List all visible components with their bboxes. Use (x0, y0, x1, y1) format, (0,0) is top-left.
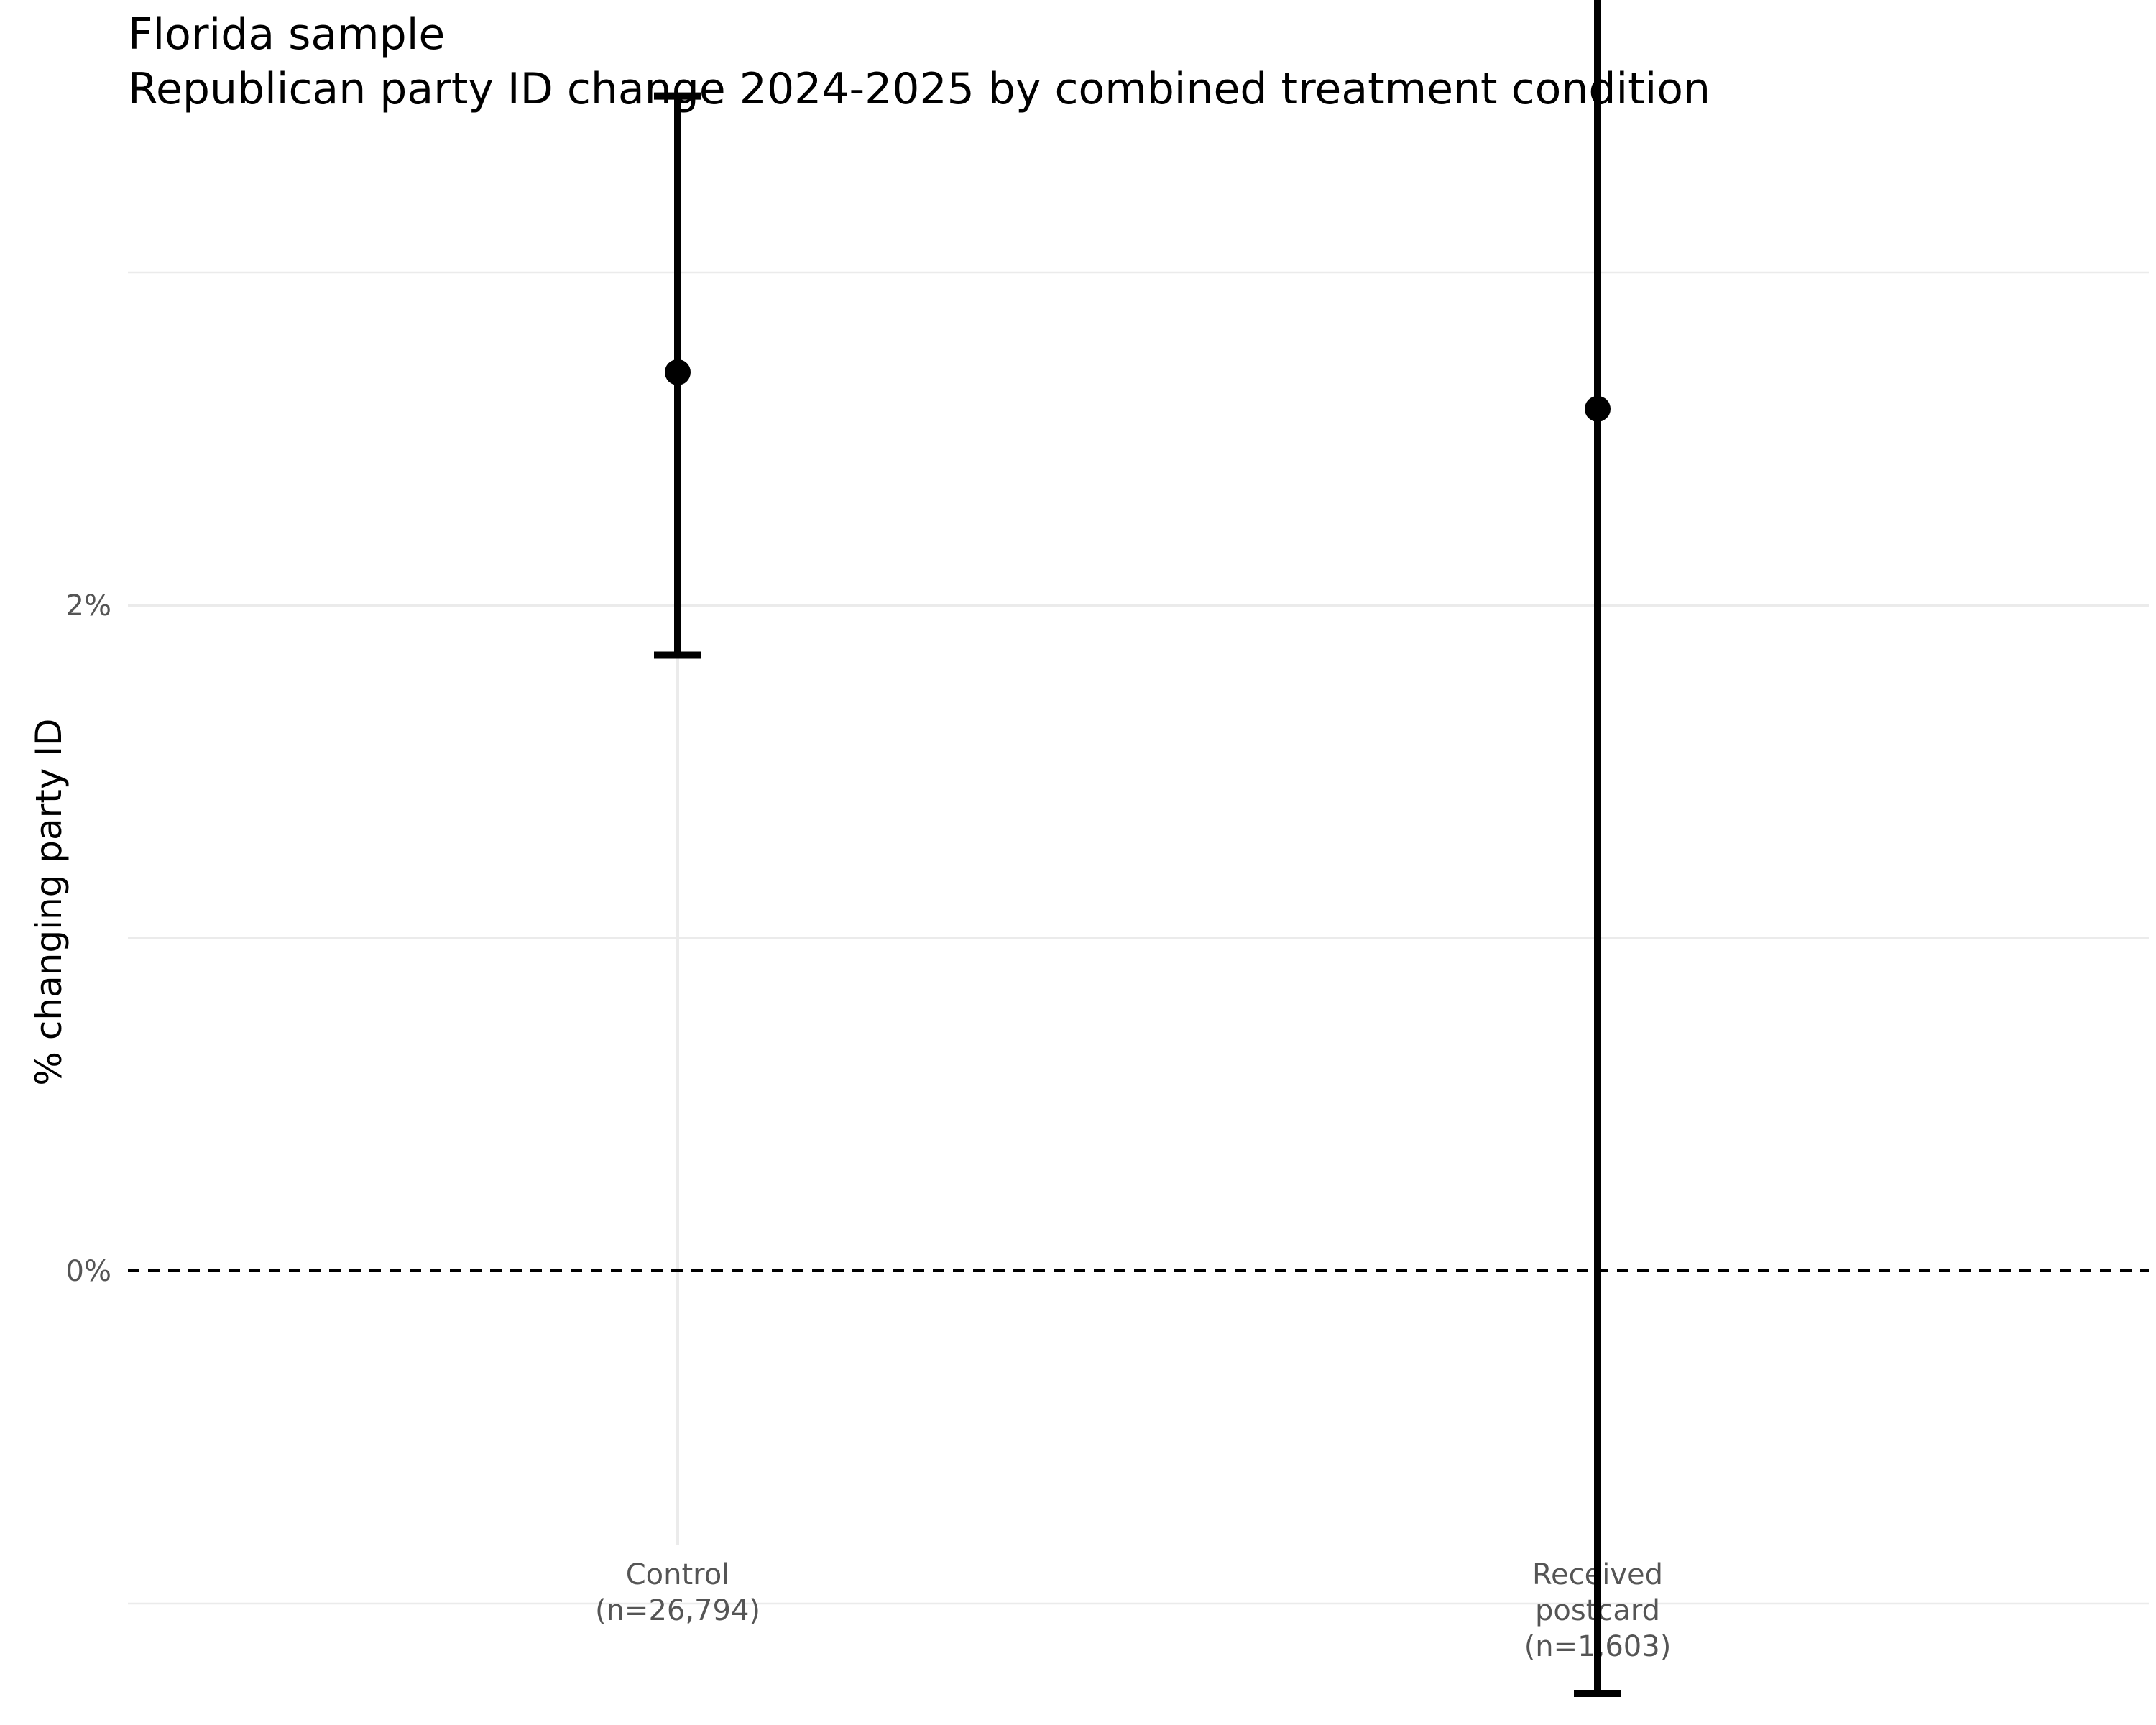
point-estimate (665, 359, 691, 385)
x-tick-label: Control (626, 1558, 730, 1591)
error-bar-group (1574, 0, 1621, 1698)
y-tick-label: 0% (66, 1255, 111, 1288)
major-gridlines (128, 604, 2149, 607)
error-bar-group (654, 92, 701, 659)
vertical-gridlines (676, 137, 1599, 1545)
y-tick-labels: 0%2%4%6% (66, 589, 111, 1288)
x-tick-label: (n=26,794) (595, 1594, 760, 1627)
minor-gridlines (128, 271, 2149, 1605)
x-tick-labels: Control(n=26,794)Receivedpostcard(n=1,60… (595, 1558, 1671, 1663)
y-tick-label: 2% (66, 589, 111, 622)
title-block: Florida sample Republican party ID chang… (128, 7, 1710, 116)
chart-subtitle: Republican party ID change 2024-2025 by … (128, 64, 1711, 114)
error-bar-marks (654, 0, 1621, 1698)
point-estimate (1585, 395, 1611, 422)
chart-title: Florida sample (128, 9, 446, 60)
